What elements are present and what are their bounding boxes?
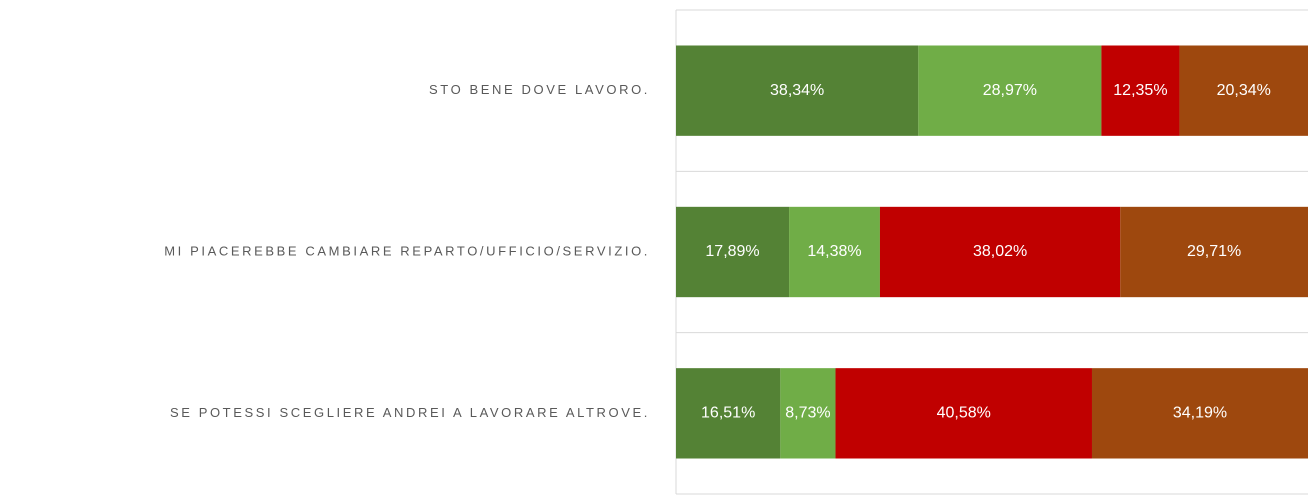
bar-segment [1091, 368, 1308, 459]
data-label: 29,71% [1187, 243, 1241, 260]
data-label: 12,35% [1113, 82, 1167, 99]
bar-segment [1120, 206, 1308, 298]
bar-segment [1101, 45, 1180, 136]
bar-segment [789, 206, 880, 298]
data-label: 8,73% [785, 405, 830, 422]
bar-segment [918, 45, 1102, 136]
data-label: 40,58% [937, 405, 991, 422]
data-label: 17,89% [705, 243, 759, 260]
category-label: SE POTESSI SCEGLIERE ANDREI A LAVORARE A… [170, 405, 650, 420]
bar-segment [676, 368, 781, 459]
category-label: MI PIACEREBBE CAMBIARE REPARTO/UFFICIO/S… [164, 243, 650, 258]
data-label: 14,38% [807, 243, 861, 260]
category-label: STO BENE DOVE LAVORO. [429, 82, 650, 97]
bar-segment [835, 368, 1092, 459]
bar-segment [879, 206, 1121, 298]
bar-segment [676, 45, 919, 136]
data-label: 16,51% [701, 405, 755, 422]
bar-segment [676, 206, 790, 298]
bar-segment [1179, 45, 1308, 136]
data-label: 34,19% [1173, 405, 1227, 422]
data-label: 28,97% [983, 82, 1037, 99]
data-label: 20,34% [1217, 82, 1271, 99]
data-label: 38,02% [973, 243, 1027, 260]
data-label: 38,34% [770, 82, 824, 99]
bar-segment [780, 368, 836, 459]
